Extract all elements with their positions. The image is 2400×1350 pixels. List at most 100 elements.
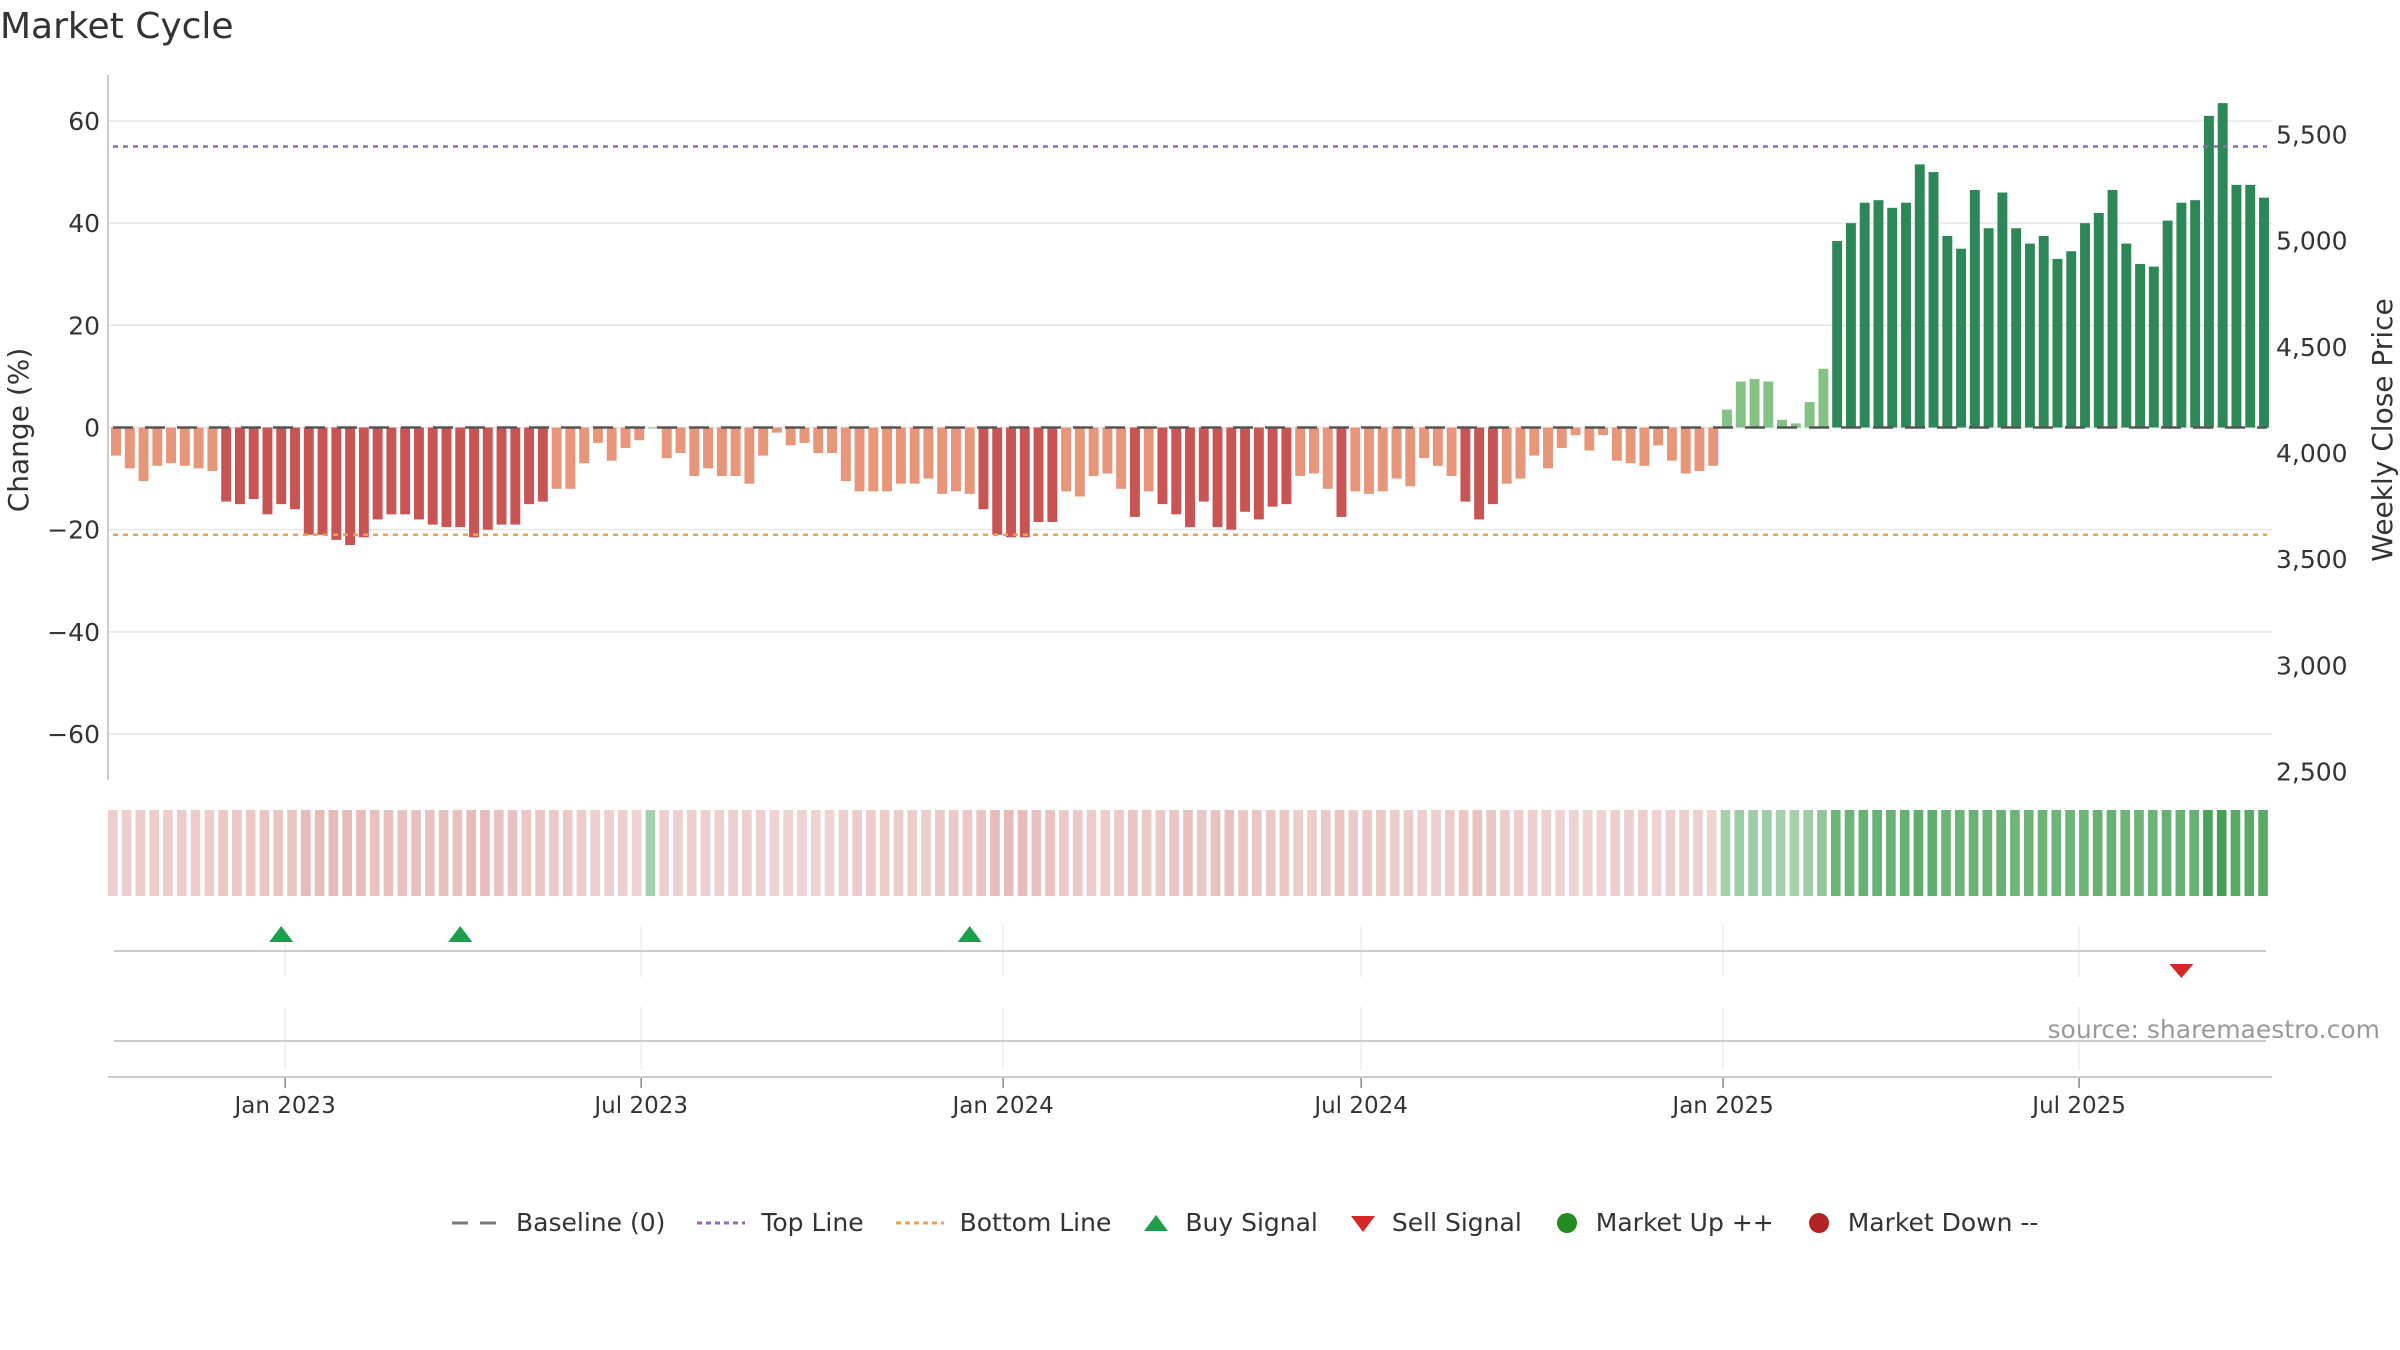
heat-cell xyxy=(1803,810,1814,896)
change-bar xyxy=(854,427,865,492)
legend-item: Market Up ++ xyxy=(1552,1208,1774,1237)
change-bar xyxy=(909,427,920,484)
heat-cell xyxy=(1996,810,2006,896)
change-bar xyxy=(648,427,658,429)
legend-label: Buy Signal xyxy=(1185,1208,1318,1237)
heat-cell xyxy=(1486,810,1496,896)
heat-cell xyxy=(866,810,876,896)
change-bar xyxy=(1570,427,1581,436)
change-bar xyxy=(1405,427,1416,487)
change-bar xyxy=(138,427,149,482)
heat-cell xyxy=(218,810,228,896)
x-tick-label: Jan 2023 xyxy=(233,1093,336,1119)
heat-cell xyxy=(1265,810,1276,896)
y-right-tick-label: 3,500 xyxy=(2276,545,2348,574)
heat-cell xyxy=(369,810,380,896)
heat-cell xyxy=(2051,810,2062,896)
heat-cell xyxy=(1610,810,1621,896)
heat-cell xyxy=(907,810,918,896)
heat-cell xyxy=(728,810,738,896)
y-left-tick-label: 40 xyxy=(68,209,100,238)
change-bar xyxy=(317,427,328,535)
change-bar xyxy=(1432,427,1443,466)
change-bar xyxy=(2093,212,2104,428)
change-bar xyxy=(675,427,686,454)
change-bar xyxy=(441,427,452,528)
heat-cell xyxy=(1982,810,1993,896)
change-bar xyxy=(813,427,824,454)
heat-cell xyxy=(2065,810,2075,896)
heat-cell xyxy=(948,810,959,896)
change-bar xyxy=(551,427,562,489)
circle-icon xyxy=(1808,1212,1829,1233)
legend-label: Baseline (0) xyxy=(516,1208,666,1237)
y-left-tick-label: 60 xyxy=(68,107,100,136)
change-bar xyxy=(2121,243,2132,428)
heat-cell xyxy=(2189,810,2199,896)
change-bar xyxy=(606,427,617,461)
x-tick-label: Jan 2024 xyxy=(950,1093,1053,1119)
change-bar xyxy=(1212,427,1223,528)
change-bar xyxy=(716,427,727,477)
heat-cell xyxy=(935,810,945,896)
legend-label: Bottom Line xyxy=(959,1208,1112,1237)
change-bar xyxy=(1157,427,1168,505)
change-bar xyxy=(1391,427,1402,479)
heat-cell xyxy=(1596,810,1607,896)
heat-cell xyxy=(2120,810,2131,896)
heat-cell xyxy=(1720,810,1731,896)
change-bar xyxy=(2217,103,2228,428)
heat-cell xyxy=(562,810,573,896)
change-bar xyxy=(620,427,631,448)
change-bar xyxy=(262,427,273,515)
change-bar xyxy=(1419,427,1430,459)
change-bar xyxy=(1171,427,1182,515)
heat-cell xyxy=(810,810,821,896)
change-bar xyxy=(1377,427,1388,492)
change-bar xyxy=(1859,202,1870,428)
heat-cell xyxy=(2175,810,2186,896)
change-bar xyxy=(1295,427,1306,477)
heat-cell xyxy=(1582,810,1593,896)
change-bar xyxy=(2066,251,2077,428)
heat-cell xyxy=(755,810,766,896)
heat-cell xyxy=(438,810,449,896)
y-right-tick-label: 2,500 xyxy=(2276,758,2348,787)
change-bar xyxy=(1074,427,1085,497)
change-bar xyxy=(1047,427,1058,523)
heat-cell xyxy=(328,810,339,896)
triangle-up-icon xyxy=(1144,1214,1169,1231)
change-bar xyxy=(524,427,535,505)
heat-cell xyxy=(2010,810,2020,896)
heat-cell xyxy=(273,810,284,896)
heat-cell xyxy=(480,810,490,896)
change-bar xyxy=(2135,264,2146,428)
heat-cell xyxy=(1376,810,1386,896)
heat-cell xyxy=(1100,810,1111,896)
legend-item: Top Line xyxy=(695,1208,864,1237)
change-bar xyxy=(923,427,934,479)
change-bar xyxy=(358,427,369,538)
heat-cell xyxy=(204,810,215,896)
heat-cell xyxy=(1679,810,1689,896)
x-tick-label: Jan 2025 xyxy=(1670,1093,1773,1119)
buy-signal-marker xyxy=(957,926,982,942)
heat-cell xyxy=(797,810,807,896)
heat-cell xyxy=(535,810,545,896)
change-bar xyxy=(2162,220,2173,428)
y-right-tick-label: 3,000 xyxy=(2276,651,2348,680)
change-bar xyxy=(537,427,548,502)
heat-cell xyxy=(645,810,656,896)
heat-cell xyxy=(1086,810,1097,896)
change-bar xyxy=(1804,401,1815,428)
change-bar xyxy=(1240,427,1251,512)
heat-cell xyxy=(824,810,835,896)
axes: 60 40 20 0 −20 −40 −60 5,500 5,000 4,500 4,000 3,50… xyxy=(47,75,2348,787)
x-tick-label: Jul 2023 xyxy=(592,1093,688,1119)
change-bar xyxy=(234,427,245,505)
heat-cell xyxy=(1320,810,1331,896)
heat-cell xyxy=(1348,810,1359,896)
heat-cell xyxy=(1293,810,1304,896)
heat-cell xyxy=(783,810,794,896)
heat-cell xyxy=(1899,810,1910,896)
